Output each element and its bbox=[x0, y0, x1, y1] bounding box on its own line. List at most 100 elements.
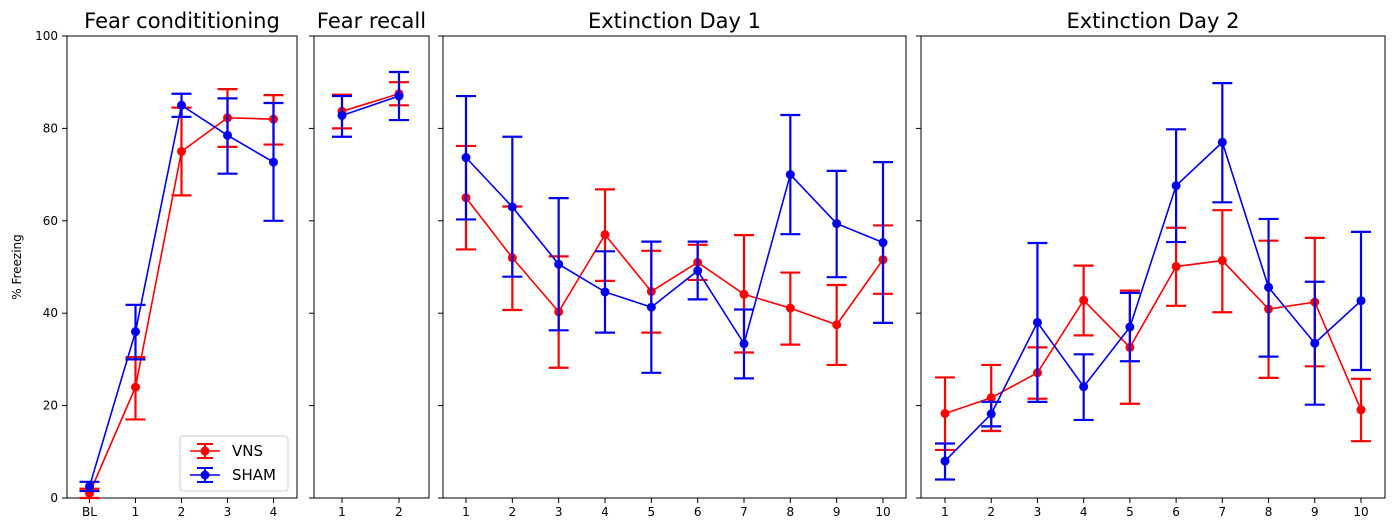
series-line bbox=[944, 140, 1362, 462]
data-point bbox=[131, 327, 140, 337]
x-tick-label: 2 bbox=[178, 505, 186, 519]
series-line bbox=[341, 92, 400, 113]
x-tick-label: 8 bbox=[1265, 505, 1273, 519]
data-point bbox=[337, 110, 347, 120]
data-point bbox=[739, 289, 749, 299]
x-tick-label: 8 bbox=[787, 505, 795, 519]
data-point bbox=[986, 393, 996, 403]
panel-title: Extinction Day 2 bbox=[1066, 9, 1239, 33]
data-point bbox=[1079, 295, 1089, 305]
data-point bbox=[1217, 137, 1227, 147]
x-tick-label: 4 bbox=[1080, 505, 1088, 519]
panel-1: 0 20 40 60 80 100 BL 1 2 3 4 Fear condititioning VNS… bbox=[35, 9, 298, 519]
x-tick-label: 7 bbox=[1219, 505, 1227, 519]
data-point bbox=[1079, 382, 1089, 392]
data-point bbox=[85, 481, 94, 491]
data-point bbox=[785, 303, 795, 313]
data-point bbox=[878, 238, 888, 248]
x-tick-label: BL bbox=[82, 505, 97, 519]
data-point bbox=[1032, 317, 1042, 327]
series-line bbox=[341, 95, 400, 117]
x-tick-label: 1 bbox=[132, 505, 140, 519]
data-point bbox=[507, 202, 517, 212]
legend-label: VNS bbox=[232, 442, 263, 460]
data-point bbox=[177, 147, 186, 156]
panel-title: Extinction Day 1 bbox=[588, 9, 761, 33]
y-tick-label: 60 bbox=[43, 214, 58, 228]
data-point bbox=[1125, 322, 1135, 332]
data-point bbox=[600, 287, 610, 297]
series-line bbox=[465, 156, 884, 346]
series-sham bbox=[79, 92, 284, 493]
legend-label: SHAM bbox=[232, 466, 276, 484]
data-point bbox=[1264, 282, 1274, 292]
data-point bbox=[940, 408, 950, 418]
x-tick-label: 7 bbox=[740, 505, 748, 519]
series-sham bbox=[332, 70, 409, 138]
panel-2: 1 2 Fear recall bbox=[309, 9, 430, 519]
data-point bbox=[177, 100, 186, 110]
data-point bbox=[1171, 262, 1181, 272]
y-tick-label: 40 bbox=[43, 306, 58, 320]
legend-marker bbox=[200, 470, 210, 480]
x-tick-label: 6 bbox=[694, 505, 702, 519]
x-tick-label: 2 bbox=[987, 505, 995, 519]
data-point bbox=[1356, 296, 1366, 306]
plot-frame bbox=[920, 35, 1386, 499]
x-tick-label: 1 bbox=[941, 505, 949, 519]
data-point bbox=[394, 91, 404, 101]
data-point bbox=[693, 266, 703, 276]
data-point bbox=[1310, 338, 1320, 348]
series-vns bbox=[935, 209, 1371, 452]
data-point bbox=[832, 219, 842, 229]
series-sham bbox=[456, 94, 893, 380]
panel-4: 1 2 3 4 5 6 7 8 9 10 Extinction Day 2 bbox=[916, 9, 1386, 519]
panel-3: 1 2 3 4 5 6 7 8 9 10 Extinction Day 1 bbox=[438, 9, 907, 519]
series-sham bbox=[935, 82, 1371, 481]
y-tick-label: 0 bbox=[50, 491, 58, 505]
panel-title: Fear recall bbox=[317, 9, 426, 33]
data-point bbox=[269, 157, 278, 167]
series-line bbox=[465, 197, 884, 326]
legend: VNS SHAM bbox=[179, 435, 289, 492]
plot-frame bbox=[313, 35, 430, 499]
data-point bbox=[646, 302, 656, 312]
series-vns bbox=[456, 144, 893, 369]
x-tick-label: 5 bbox=[1126, 505, 1134, 519]
y-tick-label: 100 bbox=[35, 29, 58, 43]
data-point bbox=[1171, 181, 1181, 191]
legend-marker bbox=[200, 446, 210, 456]
data-point bbox=[1217, 256, 1227, 266]
data-point bbox=[986, 409, 996, 419]
x-tick-label: 3 bbox=[224, 505, 232, 519]
x-tick-label: 9 bbox=[1311, 505, 1319, 519]
y-axis-label: % Freezing bbox=[10, 234, 24, 300]
data-point bbox=[1356, 405, 1366, 415]
data-point bbox=[785, 170, 795, 180]
x-tick-label: 9 bbox=[833, 505, 841, 519]
data-point bbox=[940, 456, 950, 466]
x-tick-label: 10 bbox=[1353, 505, 1368, 519]
x-tick-label: 4 bbox=[601, 505, 609, 519]
data-point bbox=[223, 130, 232, 140]
x-tick-label: 3 bbox=[1034, 505, 1042, 519]
x-tick-label: 2 bbox=[395, 505, 403, 519]
x-tick-label: 10 bbox=[875, 505, 890, 519]
x-tick-label: 1 bbox=[462, 505, 470, 519]
data-point bbox=[554, 259, 564, 269]
x-tick-label: 4 bbox=[270, 505, 278, 519]
data-point bbox=[739, 339, 749, 349]
plot-frame bbox=[442, 35, 907, 499]
y-tick-label: 80 bbox=[43, 121, 58, 135]
x-tick-label: 3 bbox=[555, 505, 563, 519]
x-tick-label: 5 bbox=[648, 505, 656, 519]
y-tick-label: 20 bbox=[43, 399, 58, 413]
x-tick-label: 6 bbox=[1172, 505, 1180, 519]
data-point bbox=[461, 153, 471, 163]
x-tick-label: 2 bbox=[509, 505, 517, 519]
panel-title: Fear condititioning bbox=[84, 9, 280, 33]
x-tick-label: 1 bbox=[338, 505, 346, 519]
data-point bbox=[131, 382, 140, 392]
data-point bbox=[832, 320, 842, 330]
